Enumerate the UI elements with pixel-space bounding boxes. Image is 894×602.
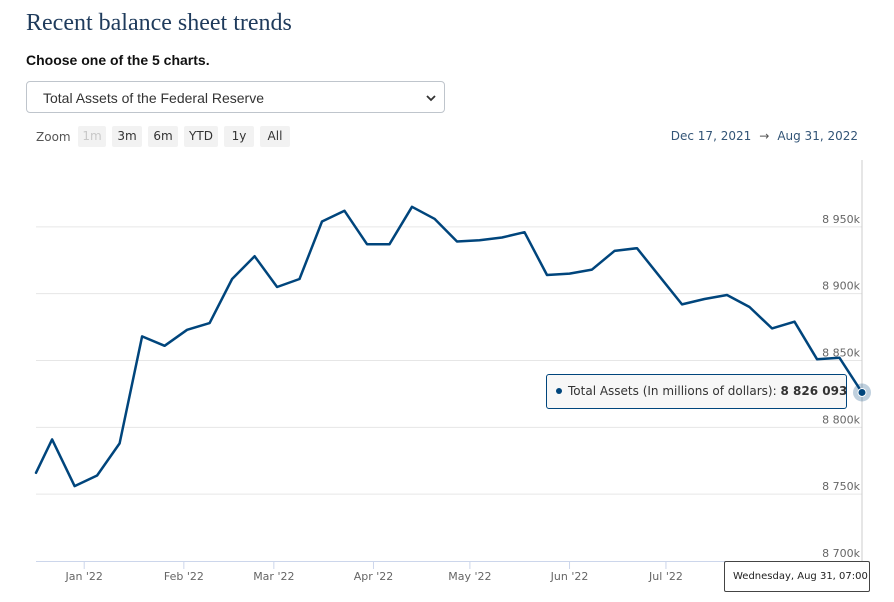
data-point[interactable] — [679, 301, 685, 307]
date-range: Dec 17, 2021 → Aug 31, 2022 — [671, 129, 858, 143]
data-point[interactable] — [139, 333, 145, 339]
x-tick-label: May '22 — [448, 570, 491, 583]
data-point[interactable] — [207, 320, 213, 326]
data-point[interactable] — [409, 204, 415, 210]
data-point[interactable] — [792, 319, 798, 325]
range-arrow: → — [759, 129, 770, 143]
zoom-1y-button[interactable]: 1y — [224, 126, 254, 147]
data-point[interactable] — [342, 208, 348, 214]
data-point[interactable] — [184, 327, 190, 333]
x-tick-label: Apr '22 — [354, 570, 394, 583]
y-tick-label: 8 950k — [822, 213, 860, 226]
data-point[interactable] — [319, 218, 325, 224]
range-to-input[interactable]: Aug 31, 2022 — [777, 129, 858, 143]
x-tick-label: Feb '22 — [164, 570, 204, 583]
data-point[interactable] — [33, 470, 39, 476]
chart-select-value: Total Assets of the Federal Reserve — [43, 90, 264, 106]
data-point[interactable] — [229, 276, 235, 282]
data-point[interactable] — [94, 472, 100, 478]
tooltip-series-label: Total Assets (In millions of dollars): — [568, 384, 777, 398]
range-from-input[interactable]: Dec 17, 2021 — [670, 129, 752, 143]
zoom-3m-button[interactable]: 3m — [112, 126, 142, 147]
y-tick-label: 8 750k — [822, 480, 860, 493]
x-tick-label: Mar '22 — [253, 570, 294, 583]
crosshair-date-label: Wednesday, Aug 31, 07:00 — [724, 561, 870, 592]
data-point[interactable] — [49, 436, 55, 442]
chevron-down-icon — [426, 95, 436, 102]
data-point[interactable] — [544, 272, 550, 278]
data-point[interactable] — [274, 284, 280, 290]
y-tick-label: 8 800k — [822, 413, 860, 426]
tooltip-series-dot — [556, 388, 562, 394]
data-point[interactable] — [364, 241, 370, 247]
x-tick-label: Jan '22 — [64, 570, 102, 583]
hover-point[interactable] — [857, 387, 867, 397]
data-point[interactable] — [657, 273, 663, 279]
data-point[interactable] — [499, 235, 505, 241]
data-point[interactable] — [567, 271, 573, 277]
zoom-all-button[interactable]: All — [260, 126, 290, 147]
tooltip-text: Total Assets (In millions of dollars): 8… — [568, 384, 847, 398]
data-point[interactable] — [589, 267, 595, 273]
chart-chooser-label: Choose one of the 5 charts. — [26, 52, 210, 68]
page-title: Recent balance sheet trends — [26, 10, 292, 36]
data-point[interactable] — [432, 216, 438, 222]
zoom-6m-button[interactable]: 6m — [148, 126, 178, 147]
data-point[interactable] — [747, 304, 753, 310]
data-point[interactable] — [72, 483, 78, 489]
y-tick-label: 8 700k — [822, 547, 860, 560]
data-point[interactable] — [522, 229, 528, 235]
data-point[interactable] — [252, 253, 258, 259]
zoom-1m-button[interactable]: 1m — [78, 126, 106, 147]
x-tick-label: Jun '22 — [550, 570, 589, 583]
data-point[interactable] — [769, 325, 775, 331]
tooltip-value: 8 826 093 — [780, 384, 848, 398]
zoom-label: Zoom — [36, 130, 71, 144]
data-point[interactable] — [297, 276, 303, 282]
data-point[interactable] — [634, 245, 640, 251]
x-tick-label: Jul '22 — [648, 570, 683, 583]
series-tooltip: Total Assets (In millions of dollars): 8… — [546, 374, 847, 409]
chart-select[interactable]: Total Assets of the Federal Reserve — [26, 81, 445, 113]
y-tick-label: 8 900k — [822, 280, 860, 293]
data-point[interactable] — [814, 356, 820, 362]
data-point[interactable] — [387, 241, 393, 247]
data-point[interactable] — [454, 239, 460, 245]
data-point[interactable] — [612, 248, 618, 254]
data-point[interactable] — [702, 296, 708, 302]
zoom-ytd-button[interactable]: YTD — [184, 126, 218, 147]
series-line-total-assets[interactable] — [34, 205, 864, 488]
data-point[interactable] — [724, 292, 730, 298]
data-point[interactable] — [117, 440, 123, 446]
data-point[interactable] — [162, 343, 168, 349]
crosshair-date-text: Wednesday, Aug 31, 07:00 — [733, 571, 868, 582]
data-point[interactable] — [477, 237, 483, 243]
y-tick-label: 8 850k — [822, 347, 860, 360]
data-point[interactable] — [837, 355, 843, 361]
